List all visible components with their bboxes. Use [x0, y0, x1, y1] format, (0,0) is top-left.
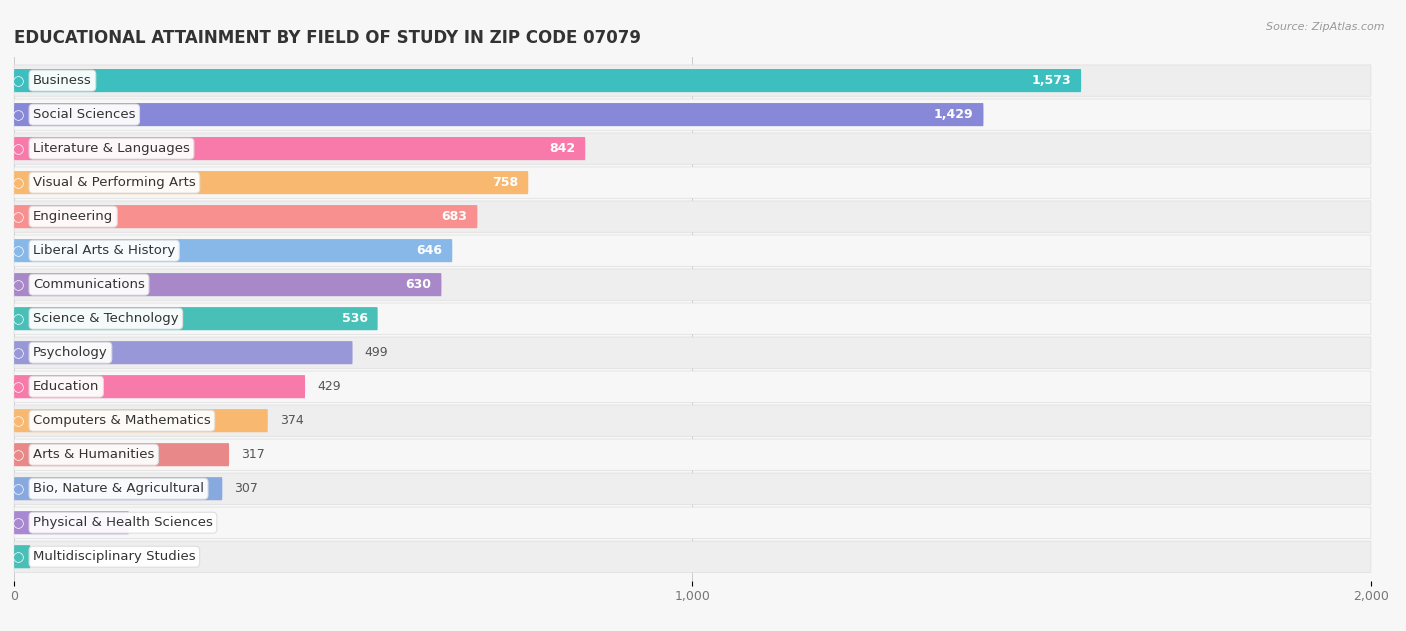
FancyBboxPatch shape: [14, 269, 1371, 300]
FancyBboxPatch shape: [14, 235, 1371, 266]
FancyBboxPatch shape: [14, 239, 453, 262]
FancyBboxPatch shape: [14, 69, 1081, 92]
Text: Source: ZipAtlas.com: Source: ZipAtlas.com: [1267, 22, 1385, 32]
FancyBboxPatch shape: [14, 545, 31, 569]
FancyBboxPatch shape: [14, 171, 529, 194]
FancyBboxPatch shape: [14, 371, 1371, 403]
FancyBboxPatch shape: [14, 99, 1371, 130]
Text: Multidisciplinary Studies: Multidisciplinary Studies: [34, 550, 195, 563]
Text: 536: 536: [342, 312, 367, 325]
Text: Liberal Arts & History: Liberal Arts & History: [34, 244, 176, 257]
FancyBboxPatch shape: [14, 201, 1371, 232]
FancyBboxPatch shape: [14, 303, 1371, 334]
Text: Business: Business: [34, 74, 91, 87]
Text: Social Sciences: Social Sciences: [34, 108, 135, 121]
Text: Education: Education: [34, 380, 100, 393]
Text: 1,429: 1,429: [934, 108, 973, 121]
FancyBboxPatch shape: [14, 205, 478, 228]
Text: Arts & Humanities: Arts & Humanities: [34, 448, 155, 461]
FancyBboxPatch shape: [14, 443, 229, 466]
FancyBboxPatch shape: [14, 167, 1371, 198]
Text: Engineering: Engineering: [34, 210, 114, 223]
Text: 429: 429: [318, 380, 340, 393]
Text: 317: 317: [242, 448, 266, 461]
FancyBboxPatch shape: [14, 133, 1371, 164]
Text: 842: 842: [548, 142, 575, 155]
FancyBboxPatch shape: [14, 541, 1371, 572]
FancyBboxPatch shape: [14, 507, 1371, 538]
Text: EDUCATIONAL ATTAINMENT BY FIELD OF STUDY IN ZIP CODE 07079: EDUCATIONAL ATTAINMENT BY FIELD OF STUDY…: [14, 29, 641, 47]
FancyBboxPatch shape: [14, 65, 1371, 97]
FancyBboxPatch shape: [14, 273, 441, 296]
Text: Computers & Mathematics: Computers & Mathematics: [34, 414, 211, 427]
Text: Communications: Communications: [34, 278, 145, 291]
FancyBboxPatch shape: [14, 439, 1371, 470]
Text: 307: 307: [235, 482, 259, 495]
Text: 646: 646: [416, 244, 441, 257]
FancyBboxPatch shape: [14, 137, 585, 160]
FancyBboxPatch shape: [14, 511, 129, 534]
FancyBboxPatch shape: [14, 337, 1371, 369]
FancyBboxPatch shape: [14, 409, 267, 432]
Text: Literature & Languages: Literature & Languages: [34, 142, 190, 155]
Text: Physical & Health Sciences: Physical & Health Sciences: [34, 516, 212, 529]
Text: 1,573: 1,573: [1032, 74, 1071, 87]
Text: 169: 169: [141, 516, 165, 529]
FancyBboxPatch shape: [14, 375, 305, 398]
FancyBboxPatch shape: [14, 473, 1371, 504]
Text: Visual & Performing Arts: Visual & Performing Arts: [34, 176, 195, 189]
Text: Bio, Nature & Agricultural: Bio, Nature & Agricultural: [34, 482, 204, 495]
FancyBboxPatch shape: [14, 477, 222, 500]
Text: 374: 374: [280, 414, 304, 427]
Text: 630: 630: [405, 278, 432, 291]
Text: Psychology: Psychology: [34, 346, 108, 359]
Text: 683: 683: [441, 210, 467, 223]
Text: 499: 499: [364, 346, 388, 359]
Text: 24: 24: [42, 550, 58, 563]
FancyBboxPatch shape: [14, 103, 983, 126]
FancyBboxPatch shape: [14, 307, 378, 330]
FancyBboxPatch shape: [14, 341, 353, 364]
Text: 758: 758: [492, 176, 517, 189]
Text: Science & Technology: Science & Technology: [34, 312, 179, 325]
FancyBboxPatch shape: [14, 405, 1371, 436]
